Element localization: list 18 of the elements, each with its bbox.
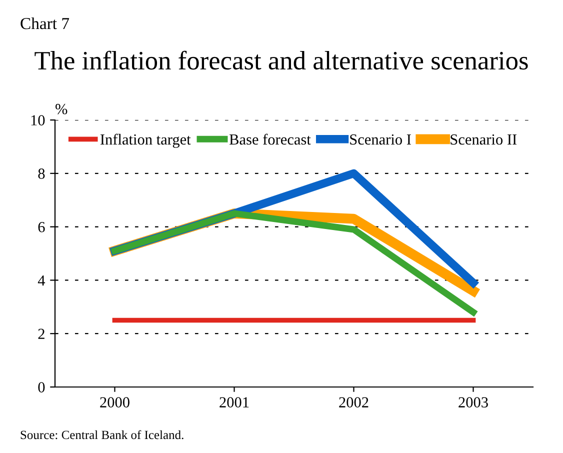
source-note: Source: Central Bank of Iceland. [20,430,184,440]
y-tick-label: 6 [38,222,45,232]
legend-label: Scenario I [350,134,411,145]
legend-label: Scenario II [450,134,517,145]
legend-label: Inflation target [100,134,191,148]
y-tick-label: 4 [38,275,46,286]
chart-title: The inflation forecast and alternative scenarios [34,50,528,70]
caption: Chart 7 [20,17,70,30]
y-axis-title: % [56,104,68,114]
y-tick-label: 10 [31,115,45,126]
x-tick-label: 2000 [100,397,130,408]
x-tick-label: 2002 [339,397,368,408]
x-tick-label: 2003 [458,397,488,408]
y-tick-label: 8 [38,168,45,179]
legend-label: Base forecast [229,134,311,145]
y-tick-label: 0 [38,382,45,392]
y-tick-label: 2 [38,328,44,339]
x-tick-label: 2001 [220,397,249,408]
